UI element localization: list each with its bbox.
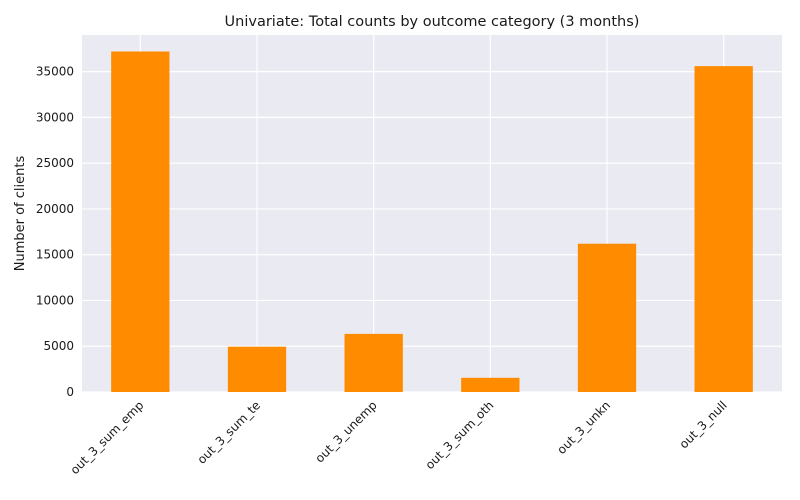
y-tick-label: 15000 — [36, 248, 74, 262]
bar-out-3-sum-emp — [111, 51, 170, 392]
bar-out-3-unkn — [577, 243, 637, 392]
y-tick-label: 25000 — [36, 156, 74, 170]
y-tick-label: 35000 — [36, 65, 74, 79]
y-tick-label: 30000 — [36, 110, 74, 124]
x-tick-label: out_3_unkn — [554, 398, 613, 457]
bar-out-3-unemp — [344, 333, 403, 392]
plot-area — [82, 35, 782, 392]
bars — [111, 51, 753, 392]
x-tick-label: out_3_sum_emp — [68, 398, 147, 477]
x-tick-label: out_3_unemp — [312, 398, 379, 465]
y-tick-label: 10000 — [36, 293, 74, 307]
bar-out-3-sum-oth — [461, 377, 520, 392]
bar-out-3-sum-te — [227, 346, 287, 392]
x-tick-label: out_3_sum_te — [195, 398, 264, 467]
y-tick-label: 0 — [66, 385, 74, 399]
x-tick-label: out_3_null — [677, 398, 730, 451]
y-tick-label: 5000 — [43, 339, 74, 353]
x-tick-label: out_3_sum_oth — [423, 398, 497, 472]
y-axis-ticks: 0 5000 10000 15000 20000 25000 30000 35000 — [36, 65, 74, 399]
bar-out-3-null — [694, 66, 753, 392]
y-axis-label: Number of clients — [13, 156, 28, 272]
y-tick-label: 20000 — [36, 202, 74, 216]
chart-title: Univariate: Total counts by outcome cate… — [225, 14, 640, 30]
x-axis-ticks: out_3_sum_emp out_3_sum_te out_3_unemp out_… — [68, 398, 730, 477]
